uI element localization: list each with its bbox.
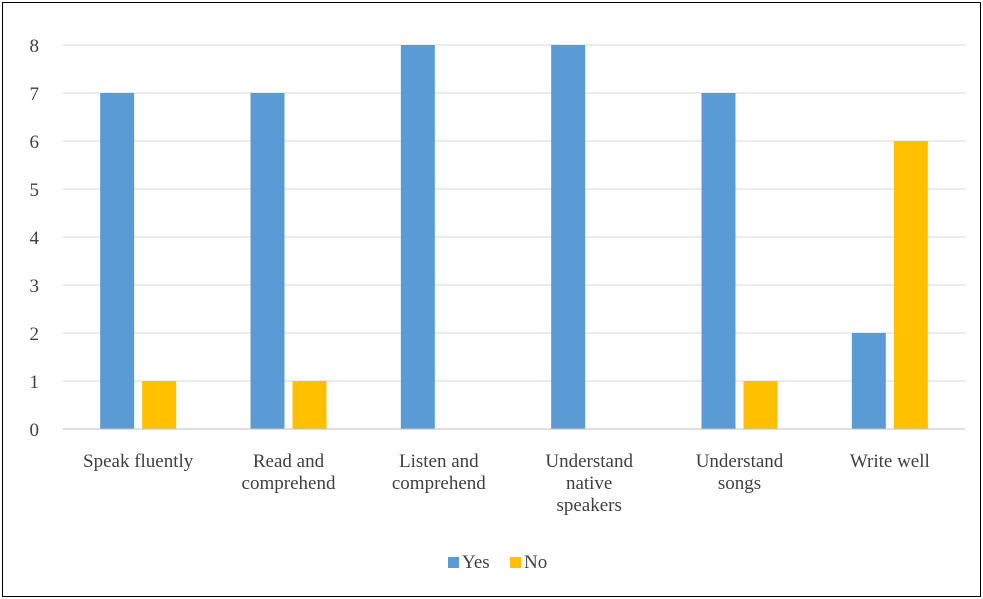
- legend-label-no: No: [524, 552, 547, 573]
- legend: Yes No: [448, 552, 547, 573]
- category-label: Listen and comprehend: [392, 451, 486, 494]
- bars: [100, 45, 928, 429]
- bar-chart: 0 1 2 3 4 5 6 7 8 Speak fluently Read and comprehe…: [30, 36, 965, 573]
- x-axis-categories: Speak fluently Read and comprehend Listen a…: [83, 451, 930, 516]
- y-tick-label: 4: [30, 228, 40, 249]
- legend-swatch-yes: [448, 557, 459, 568]
- bar-no-4: [743, 381, 778, 429]
- y-tick-label: 0: [30, 420, 40, 441]
- bar-no-0: [142, 381, 177, 429]
- y-tick-label: 8: [30, 36, 40, 57]
- bar-yes-2: [400, 45, 435, 429]
- bar-yes-4: [701, 93, 736, 429]
- bar-yes-5: [851, 333, 886, 429]
- category-label: Understand songs: [696, 451, 784, 494]
- y-tick-label: 6: [30, 132, 40, 153]
- y-tick-label: 1: [30, 372, 40, 393]
- y-tick-label: 5: [30, 180, 40, 201]
- category-label: Write well: [850, 451, 930, 472]
- legend-label-yes: Yes: [462, 552, 490, 573]
- category-label: Speak fluently: [83, 451, 194, 472]
- y-axis-ticks: 0 1 2 3 4 5 6 7 8: [30, 36, 40, 441]
- gridlines: [63, 44, 965, 382]
- y-tick-label: 7: [30, 84, 40, 105]
- bar-yes-3: [551, 45, 586, 429]
- y-tick-label: 3: [30, 276, 40, 297]
- legend-swatch-no: [510, 557, 521, 568]
- bar-yes-1: [250, 93, 285, 429]
- bar-no-1: [292, 381, 327, 429]
- bar-yes-0: [100, 93, 135, 429]
- y-tick-label: 2: [30, 324, 40, 345]
- bar-no-5: [893, 141, 928, 429]
- category-label: Read and comprehend: [242, 451, 336, 494]
- category-label: Understand native speakers: [545, 451, 633, 516]
